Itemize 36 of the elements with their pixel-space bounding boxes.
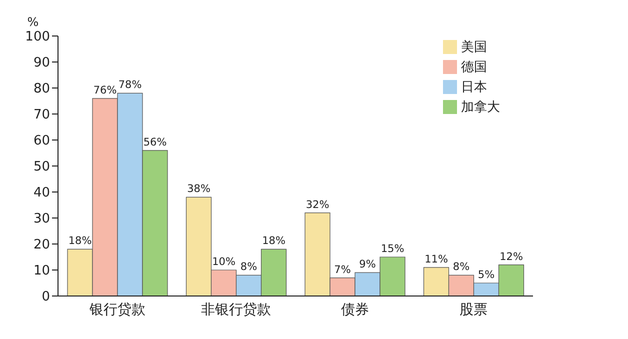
- y-axis-title: %: [27, 15, 39, 29]
- data-label: 15%: [380, 243, 404, 255]
- legend-label: 美国: [461, 40, 487, 55]
- legend-label: 加拿大: [461, 100, 500, 115]
- data-label: 78%: [118, 79, 142, 92]
- data-label: 18%: [68, 235, 92, 248]
- data-label: 5%: [478, 269, 495, 281]
- x-tick-label: 银行贷款: [88, 302, 146, 318]
- y-tick-label: 100: [25, 30, 50, 45]
- y-tick-label: 30: [33, 212, 50, 227]
- y-tick-label: 10: [33, 264, 50, 279]
- data-label: 8%: [452, 261, 470, 274]
- data-label: 10%: [212, 256, 236, 268]
- legend-label: 日本: [461, 80, 487, 95]
- y-tick-label: 80: [33, 82, 50, 97]
- y-tick-label: 0: [42, 290, 50, 305]
- y-tick-label: 70: [33, 108, 50, 123]
- data-label: 18%: [262, 235, 286, 248]
- y-tick-label: 20: [33, 238, 50, 253]
- x-tick-label: 非银行贷款: [201, 302, 272, 318]
- legend-label: 德国: [461, 60, 487, 75]
- y-tick-label: 90: [33, 56, 50, 71]
- data-label: 7%: [334, 264, 351, 276]
- y-tick-label: 40: [33, 186, 50, 201]
- data-label: 9%: [359, 258, 376, 271]
- data-label: 38%: [187, 183, 210, 196]
- y-tick-label: 50: [33, 160, 50, 175]
- data-label: 56%: [143, 136, 167, 148]
- data-label: 11%: [424, 253, 448, 266]
- data-label: 76%: [93, 84, 117, 96]
- data-label: 12%: [500, 250, 523, 263]
- x-tick-label: 股票: [460, 302, 488, 318]
- data-label: 32%: [306, 198, 330, 211]
- y-tick-label: 60: [33, 134, 50, 149]
- data-label: 8%: [240, 261, 258, 274]
- x-tick-label: 债券: [340, 302, 369, 318]
